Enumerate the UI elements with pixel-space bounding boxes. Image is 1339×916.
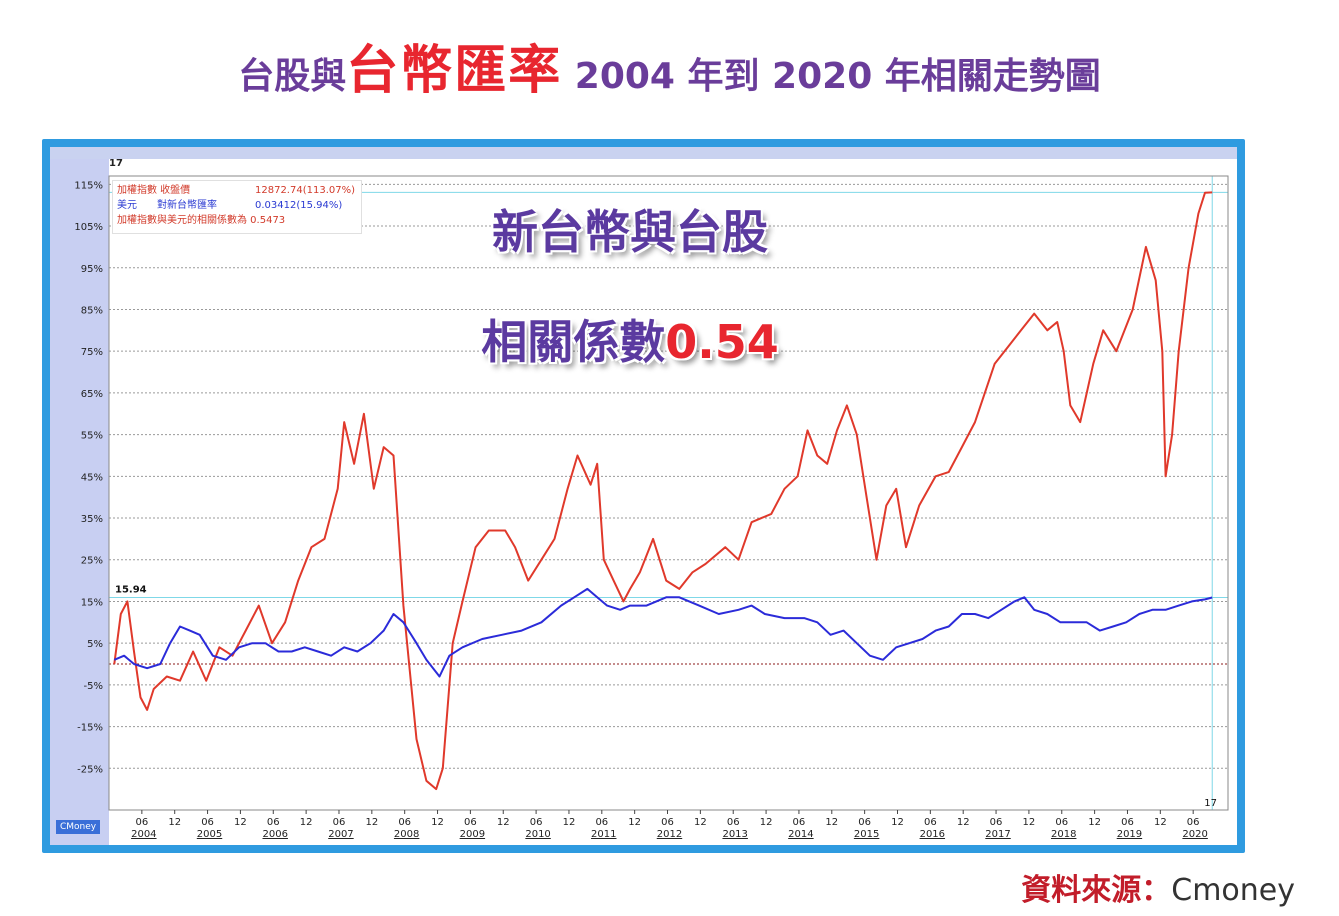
page-title: 台股與台幣匯率 2004 年到 2020 年相關走勢圖 (0, 28, 1339, 103)
x-month-label: 12 (1023, 817, 1036, 828)
y-tick-label: 35% (81, 514, 103, 525)
x-month-label: 12 (497, 817, 510, 828)
x-month-label: 06 (661, 817, 674, 828)
x-month-label: 12 (1154, 817, 1167, 828)
legend-correlation: 加權指數與美元的相關係數為 0.5473 (117, 215, 286, 226)
x-month-label: 12 (168, 817, 181, 828)
x-month-label: 06 (1055, 817, 1068, 828)
y-axis-panel (50, 159, 109, 845)
y-tick-label: 95% (81, 264, 103, 275)
chart-axes (50, 159, 1229, 845)
y-tick-label: -25% (77, 764, 103, 775)
x-month-label: 06 (793, 817, 806, 828)
x-month-label: 12 (1088, 817, 1101, 828)
overlay-correlation-value: 0.54 (665, 315, 779, 369)
chart-panel (50, 147, 1237, 845)
x-month-label: 06 (990, 817, 1003, 828)
title-suffix: 2004 年到 2020 年相關走勢圖 (562, 56, 1101, 97)
legend-usd-label: 美元 對新台幣匯率 (117, 200, 217, 211)
x-month-label: 12 (760, 817, 773, 828)
y-tick-label: -15% (77, 723, 103, 734)
x-month-label: 06 (530, 817, 543, 828)
x-year-label: 2013 (722, 829, 747, 840)
x-month-label: 06 (1121, 817, 1134, 828)
y-tick-label: 5% (87, 639, 103, 650)
x-year-label: 2007 (328, 829, 353, 840)
y-tick-label: 115% (74, 180, 103, 191)
x-month-label: 06 (398, 817, 411, 828)
y-tick-label: 45% (81, 472, 103, 483)
x-year-label: 2009 (460, 829, 485, 840)
x-month-label: 06 (727, 817, 740, 828)
chart-series (113, 191, 1213, 791)
x-month-label: 06 (464, 817, 477, 828)
x-month-label: 12 (628, 817, 641, 828)
x-year-label: 2011 (591, 829, 616, 840)
x-month-label: 06 (595, 817, 608, 828)
x-month-label: 12 (957, 817, 970, 828)
x-month-label: 06 (858, 817, 871, 828)
plot-border (108, 175, 1229, 811)
x-year-label: 2017 (985, 829, 1010, 840)
x-month-label: 06 (267, 817, 280, 828)
cursor-label: 17 (1204, 798, 1217, 809)
x-year-label: 2016 (920, 829, 945, 840)
x-month-label: 12 (234, 817, 247, 828)
x-month-label: 12 (694, 817, 707, 828)
x-axis-panel (109, 810, 1228, 845)
x-month-label: 12 (431, 817, 444, 828)
overlay-line2: 相關係數0.54 (330, 306, 930, 372)
x-year-label: 2012 (657, 829, 682, 840)
source-credit: 資料來源：Cmoney (1021, 865, 1295, 909)
y-tick-label: 105% (74, 222, 103, 233)
legend-taiex: 加權指數 收盤價 12872.74(113.07%) (117, 183, 357, 198)
y-tick-label: 85% (81, 305, 103, 316)
x-year-label: 2006 (263, 829, 288, 840)
chart-grid (109, 176, 1228, 810)
x-year-label: 2005 (197, 829, 222, 840)
x-year-label: 2004 (131, 829, 156, 840)
x-year-label: 2010 (525, 829, 550, 840)
x-month-label: 06 (135, 817, 148, 828)
x-month-label: 12 (365, 817, 378, 828)
y-tick-label: 75% (81, 347, 103, 358)
cmoney-badge: CMoney (56, 820, 100, 834)
chart-header-bar (50, 147, 1237, 159)
x-month-label: 12 (300, 817, 313, 828)
legend-usd: 美元 對新台幣匯率 0.03412(15.94%) (117, 198, 357, 213)
title-prefix: 台股與 (238, 56, 347, 97)
x-year-label: 2015 (854, 829, 879, 840)
x-year-label: 2008 (394, 829, 419, 840)
last-value-label: 15.94 (115, 585, 147, 596)
x-year-label: 2020 (1182, 829, 1207, 840)
legend-taiex-label: 加權指數 收盤價 (117, 185, 191, 196)
x-month-label: 06 (924, 817, 937, 828)
x-month-label: 12 (825, 817, 838, 828)
chart-labels: 115% 105% 95% 85% 75% 65% 55% 45% 35% 25% 15% 5% -5%… (74, 180, 1217, 840)
y-tick-label: 55% (81, 431, 103, 442)
x-year-label: 2018 (1051, 829, 1076, 840)
y-tick-label: 65% (81, 389, 103, 400)
x-month-label: 06 (333, 817, 346, 828)
title-highlight: 台幣匯率 (346, 41, 563, 101)
x-month-label: 12 (563, 817, 576, 828)
x-month-label: 06 (1187, 817, 1200, 828)
chart-legend: 加權指數 收盤價 12872.74(113.07%) 美元 對新台幣匯率 0.0… (112, 180, 362, 234)
y-tick-label: -5% (84, 681, 103, 692)
taiex-series-line (113, 191, 1213, 791)
x-year-label: 2019 (1117, 829, 1142, 840)
usd-series-line (113, 587, 1213, 678)
y-tick-label: 25% (81, 556, 103, 567)
x-year-label: 2014 (788, 829, 813, 840)
source-value: Cmoney (1171, 873, 1295, 908)
x-month-label: 12 (891, 817, 904, 828)
x-month-label: 06 (201, 817, 214, 828)
y-tick-label: 15% (81, 597, 103, 608)
legend-taiex-value: 12872.74(113.07%) (255, 185, 356, 196)
overlay-line2-text: 相關係數 (481, 315, 666, 369)
legend-usd-value: 0.03412(15.94%) (255, 200, 343, 211)
source-label: 資料來源： (1021, 873, 1172, 908)
overlay-line1: 新台幣與台股 (492, 205, 768, 259)
